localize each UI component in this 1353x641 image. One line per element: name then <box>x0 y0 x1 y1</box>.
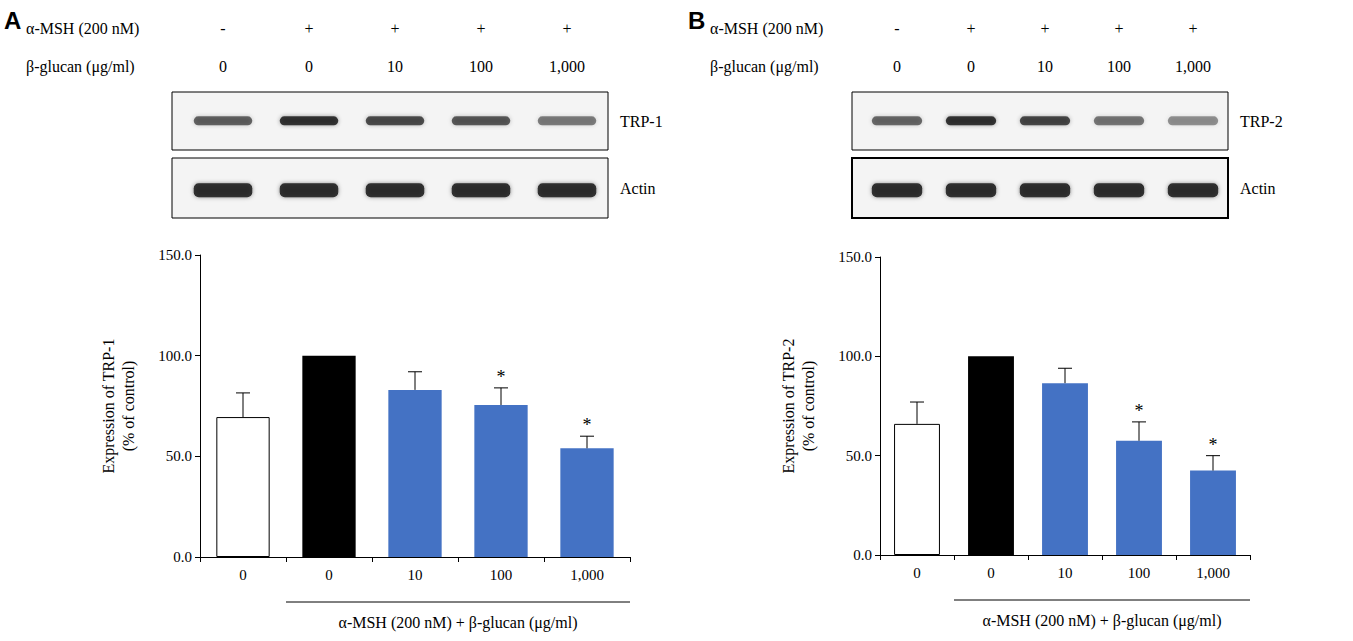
svg-text:+: + <box>304 20 313 37</box>
svg-text:1,000: 1,000 <box>570 567 604 583</box>
svg-text:*: * <box>497 367 506 387</box>
svg-text:α-MSH (200 nM) + β-glucan (μg/: α-MSH (200 nM) + β-glucan (μg/ml) <box>983 612 1222 630</box>
svg-text:100: 100 <box>469 58 493 75</box>
svg-text:+: + <box>1040 20 1049 37</box>
svg-text:10: 10 <box>1058 565 1073 581</box>
svg-text:*: * <box>583 415 592 435</box>
svg-text:100: 100 <box>490 567 513 583</box>
svg-text:-: - <box>220 20 225 37</box>
svg-text:150.0: 150.0 <box>838 249 872 265</box>
svg-text:A: A <box>4 7 21 34</box>
svg-text:0: 0 <box>325 567 333 583</box>
svg-text:+: + <box>390 20 399 37</box>
svg-text:*: * <box>1209 435 1218 455</box>
svg-text:TRP-1: TRP-1 <box>620 113 663 130</box>
svg-text:0: 0 <box>305 58 313 75</box>
svg-text:β-glucan (μg/ml): β-glucan (μg/ml) <box>26 58 135 76</box>
svg-text:α-MSH (200 nM): α-MSH (200 nM) <box>26 20 139 38</box>
svg-text:10: 10 <box>387 58 403 75</box>
svg-text:B: B <box>688 7 705 34</box>
svg-text:+: + <box>966 20 975 37</box>
svg-text:100.0: 100.0 <box>838 348 872 364</box>
svg-text:-: - <box>894 20 899 37</box>
svg-text:α-MSH (200 nM) + β-glucan (μg/: α-MSH (200 nM) + β-glucan (μg/ml) <box>339 614 578 632</box>
svg-text:0: 0 <box>219 58 227 75</box>
svg-text:50.0: 50.0 <box>846 448 872 464</box>
svg-text:+: + <box>476 20 485 37</box>
svg-text:150.0: 150.0 <box>158 247 192 263</box>
svg-text:0: 0 <box>987 565 995 581</box>
svg-text:0: 0 <box>893 58 901 75</box>
svg-text:1,000: 1,000 <box>549 58 585 75</box>
svg-text:0.0: 0.0 <box>853 547 872 563</box>
svg-text:1,000: 1,000 <box>1196 565 1230 581</box>
svg-text:1,000: 1,000 <box>1175 58 1211 75</box>
svg-text:*: * <box>1135 401 1144 421</box>
svg-text:+: + <box>1114 20 1123 37</box>
svg-text:(% of control): (% of control) <box>800 361 818 452</box>
svg-text:10: 10 <box>408 567 423 583</box>
svg-text:Actin: Actin <box>1240 180 1276 197</box>
svg-text:100.0: 100.0 <box>158 348 192 364</box>
svg-text:Expression of TRP-2: Expression of TRP-2 <box>780 339 798 474</box>
svg-text:0: 0 <box>913 565 921 581</box>
svg-text:β-glucan (μg/ml): β-glucan (μg/ml) <box>710 58 819 76</box>
svg-text:50.0: 50.0 <box>166 448 192 464</box>
svg-text:0: 0 <box>967 58 975 75</box>
svg-text:+: + <box>1188 20 1197 37</box>
svg-text:Expression of TRP-1: Expression of TRP-1 <box>100 339 118 474</box>
svg-text:0: 0 <box>239 567 247 583</box>
svg-text:TRP-2: TRP-2 <box>1240 113 1283 130</box>
svg-text:0.0: 0.0 <box>173 549 192 565</box>
svg-text:10: 10 <box>1037 58 1053 75</box>
svg-text:α-MSH (200 nM): α-MSH (200 nM) <box>710 20 823 38</box>
svg-text:100: 100 <box>1128 565 1151 581</box>
svg-text:+: + <box>562 20 571 37</box>
svg-text:Actin: Actin <box>620 180 656 197</box>
svg-text:(% of control): (% of control) <box>120 361 138 452</box>
svg-text:100: 100 <box>1107 58 1131 75</box>
